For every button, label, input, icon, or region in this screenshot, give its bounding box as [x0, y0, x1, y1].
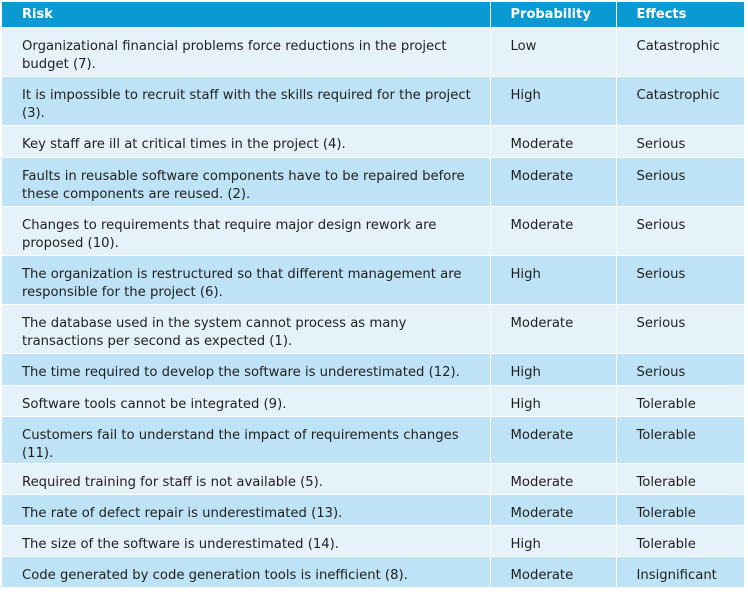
table-row: The database used in the system cannot p…	[2, 304, 744, 354]
table-row: The rate of defect repair is underestima…	[2, 494, 744, 526]
table-row: The size of the software is underestimat…	[2, 525, 744, 557]
effects-cell: Serious	[616, 255, 744, 305]
probability-cell: Moderate	[490, 556, 617, 588]
probability-cell: High	[490, 255, 617, 305]
risk-cell: Required training for staff is not avail…	[2, 463, 491, 495]
table-row: Customers fail to understand the impact …	[2, 416, 744, 464]
probability-cell: Moderate	[490, 157, 617, 207]
table-row: Required training for staff is not avail…	[2, 463, 744, 495]
risk-cell: Customers fail to understand the impact …	[2, 416, 491, 464]
effects-cell: Insignificant	[616, 556, 744, 588]
effects-cell: Serious	[616, 353, 744, 386]
risk-cell: The time required to develop the softwar…	[2, 353, 491, 386]
table-row: Faults in reusable software components h…	[2, 157, 744, 207]
probability-cell: High	[490, 525, 617, 557]
risk-cell: It is impossible to recruit staff with t…	[2, 76, 491, 126]
effects-cell: Tolerable	[616, 463, 744, 495]
effects-cell: Serious	[616, 304, 744, 354]
effects-cell: Serious	[616, 157, 744, 207]
probability-cell: Moderate	[490, 416, 617, 464]
risk-cell: The rate of defect repair is underestima…	[2, 494, 491, 526]
header-effects: Effects	[616, 2, 744, 28]
effects-cell: Catastrophic	[616, 27, 744, 77]
risk-cell: Code generated by code generation tools …	[2, 556, 491, 588]
effects-cell: Catastrophic	[616, 76, 744, 126]
table-row: Organizational financial problems force …	[2, 27, 744, 77]
effects-cell: Tolerable	[616, 385, 744, 417]
header-probability: Probability	[490, 2, 617, 28]
risk-cell: The size of the software is underestimat…	[2, 525, 491, 557]
effects-cell: Serious	[616, 125, 744, 158]
probability-cell: Low	[490, 27, 617, 77]
table-row: The time required to develop the softwar…	[2, 353, 744, 386]
table-row: Code generated by code generation tools …	[2, 556, 744, 588]
probability-cell: High	[490, 385, 617, 417]
risk-cell: Software tools cannot be integrated (9).	[2, 385, 491, 417]
risk-cell: Changes to requirements that require maj…	[2, 206, 491, 256]
probability-cell: Moderate	[490, 304, 617, 354]
table-row: Key staff are ill at critical times in t…	[2, 125, 744, 158]
risk-cell: The organization is restructured so that…	[2, 255, 491, 305]
probability-cell: High	[490, 76, 617, 126]
effects-cell: Tolerable	[616, 494, 744, 526]
table-row: The organization is restructured so that…	[2, 255, 744, 305]
risk-table: Risk Probability Effects Organizational …	[2, 2, 744, 588]
probability-cell: High	[490, 353, 617, 386]
effects-cell: Tolerable	[616, 525, 744, 557]
risk-cell: Organizational financial problems force …	[2, 27, 491, 77]
probability-cell: Moderate	[490, 125, 617, 158]
risk-cell: Faults in reusable software components h…	[2, 157, 491, 207]
header-row: Risk Probability Effects	[2, 2, 744, 28]
table-row: It is impossible to recruit staff with t…	[2, 76, 744, 126]
effects-cell: Tolerable	[616, 416, 744, 464]
probability-cell: Moderate	[490, 494, 617, 526]
probability-cell: Moderate	[490, 206, 617, 256]
risk-cell: Key staff are ill at critical times in t…	[2, 125, 491, 158]
risk-cell: The database used in the system cannot p…	[2, 304, 491, 354]
effects-cell: Serious	[616, 206, 744, 256]
table-row: Changes to requirements that require maj…	[2, 206, 744, 256]
probability-cell: Moderate	[490, 463, 617, 495]
table-row: Software tools cannot be integrated (9).…	[2, 385, 744, 417]
header-risk: Risk	[2, 2, 491, 28]
